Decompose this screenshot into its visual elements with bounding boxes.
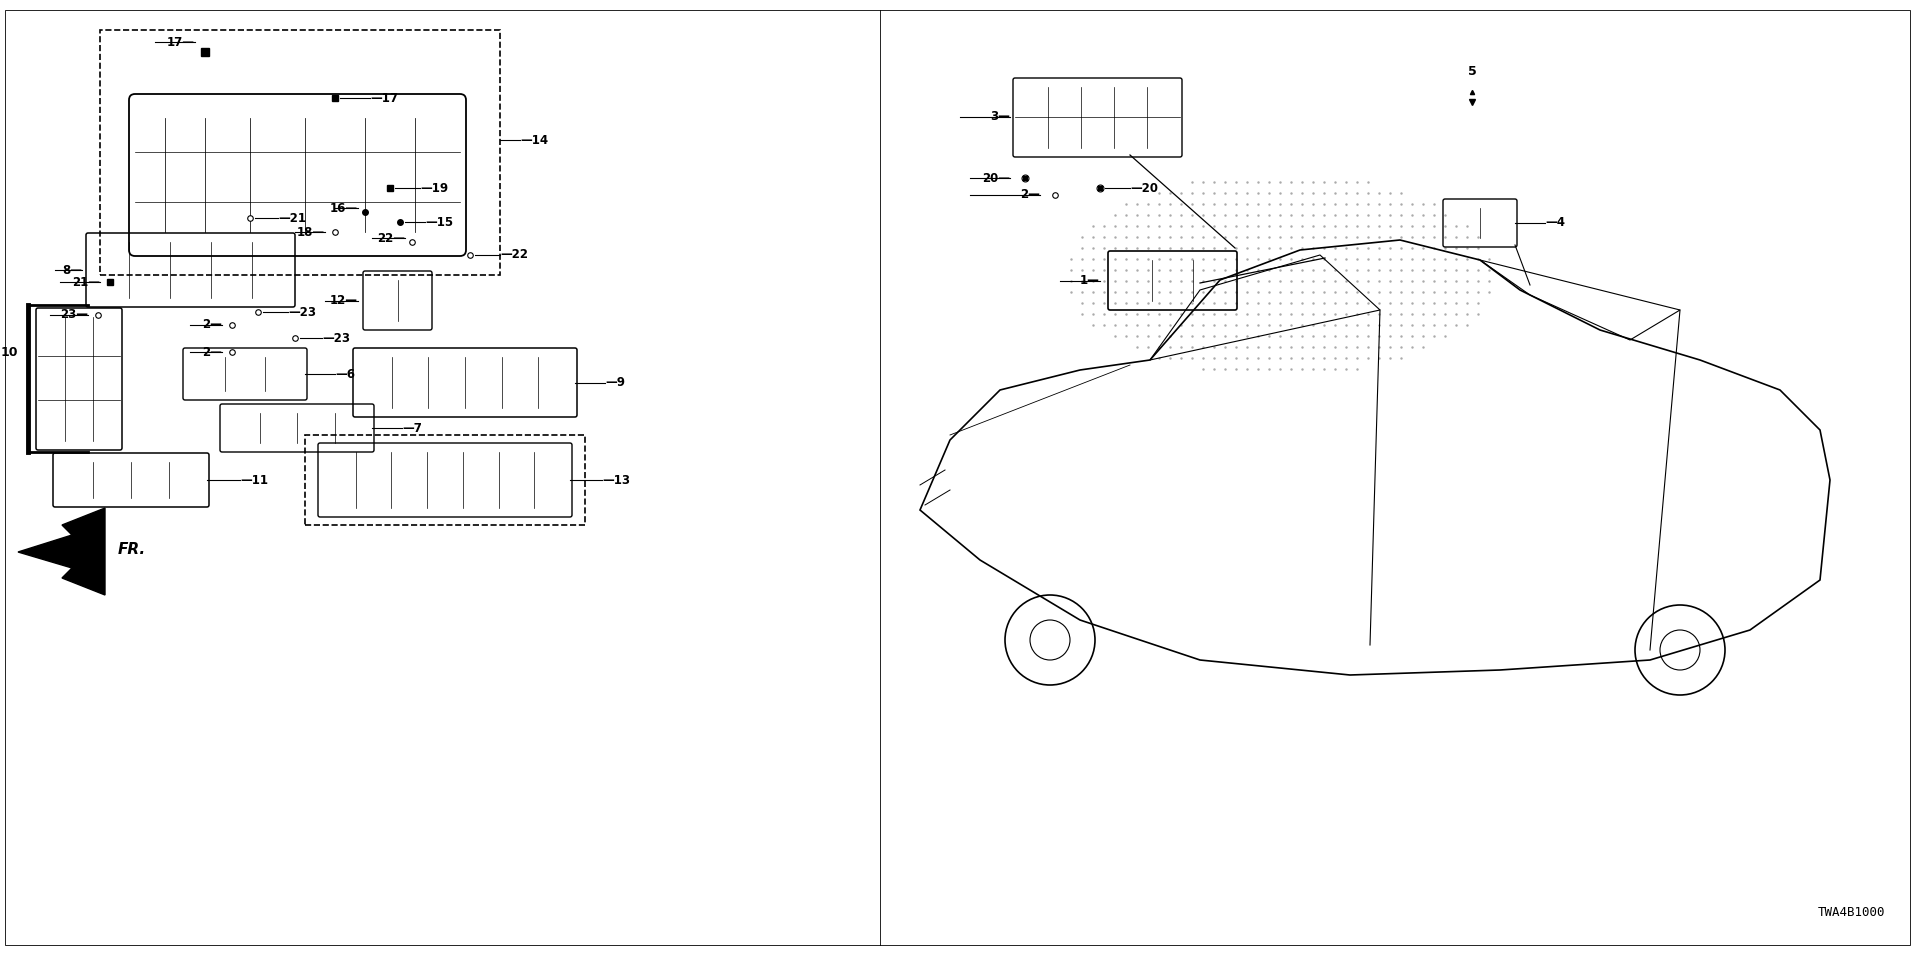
Text: 8—: 8— (61, 263, 83, 276)
Text: —19: —19 (420, 181, 447, 195)
Text: 17—: 17— (167, 36, 196, 49)
Text: 2—: 2— (202, 319, 223, 331)
Text: 22—: 22— (376, 231, 405, 245)
Text: —11: —11 (240, 473, 269, 487)
Text: —7: —7 (401, 421, 422, 435)
Text: TWA4B1000: TWA4B1000 (1818, 905, 1885, 919)
Text: —23: —23 (288, 305, 317, 319)
Bar (100, 30, 499, 275)
Text: 3—: 3— (991, 110, 1010, 124)
Text: —9: —9 (605, 376, 626, 390)
Text: 1—: 1— (1081, 275, 1100, 287)
Text: —21: —21 (278, 211, 305, 225)
Text: —6: —6 (334, 368, 355, 380)
Text: 18—: 18— (298, 226, 324, 238)
Text: 10: 10 (0, 346, 17, 358)
Text: 12—: 12— (330, 295, 357, 307)
Bar (305, 435, 586, 525)
Text: FR.: FR. (117, 542, 146, 558)
Text: —20: —20 (1131, 181, 1158, 195)
Text: —23: —23 (323, 331, 349, 345)
Text: —13: —13 (603, 473, 630, 487)
Polygon shape (17, 508, 106, 595)
Text: —15: —15 (424, 215, 453, 228)
Text: —17: —17 (371, 91, 397, 105)
Text: —4: —4 (1546, 217, 1565, 229)
Text: 16—: 16— (330, 202, 357, 214)
Text: 21—: 21— (73, 276, 100, 289)
Text: —14: —14 (520, 133, 547, 147)
Text: 2—: 2— (1020, 188, 1041, 202)
Text: 2—: 2— (202, 346, 223, 358)
Text: 20—: 20— (981, 172, 1010, 184)
Text: —22: —22 (499, 249, 528, 261)
Text: 5: 5 (1467, 65, 1476, 78)
Text: 23—: 23— (60, 308, 88, 322)
